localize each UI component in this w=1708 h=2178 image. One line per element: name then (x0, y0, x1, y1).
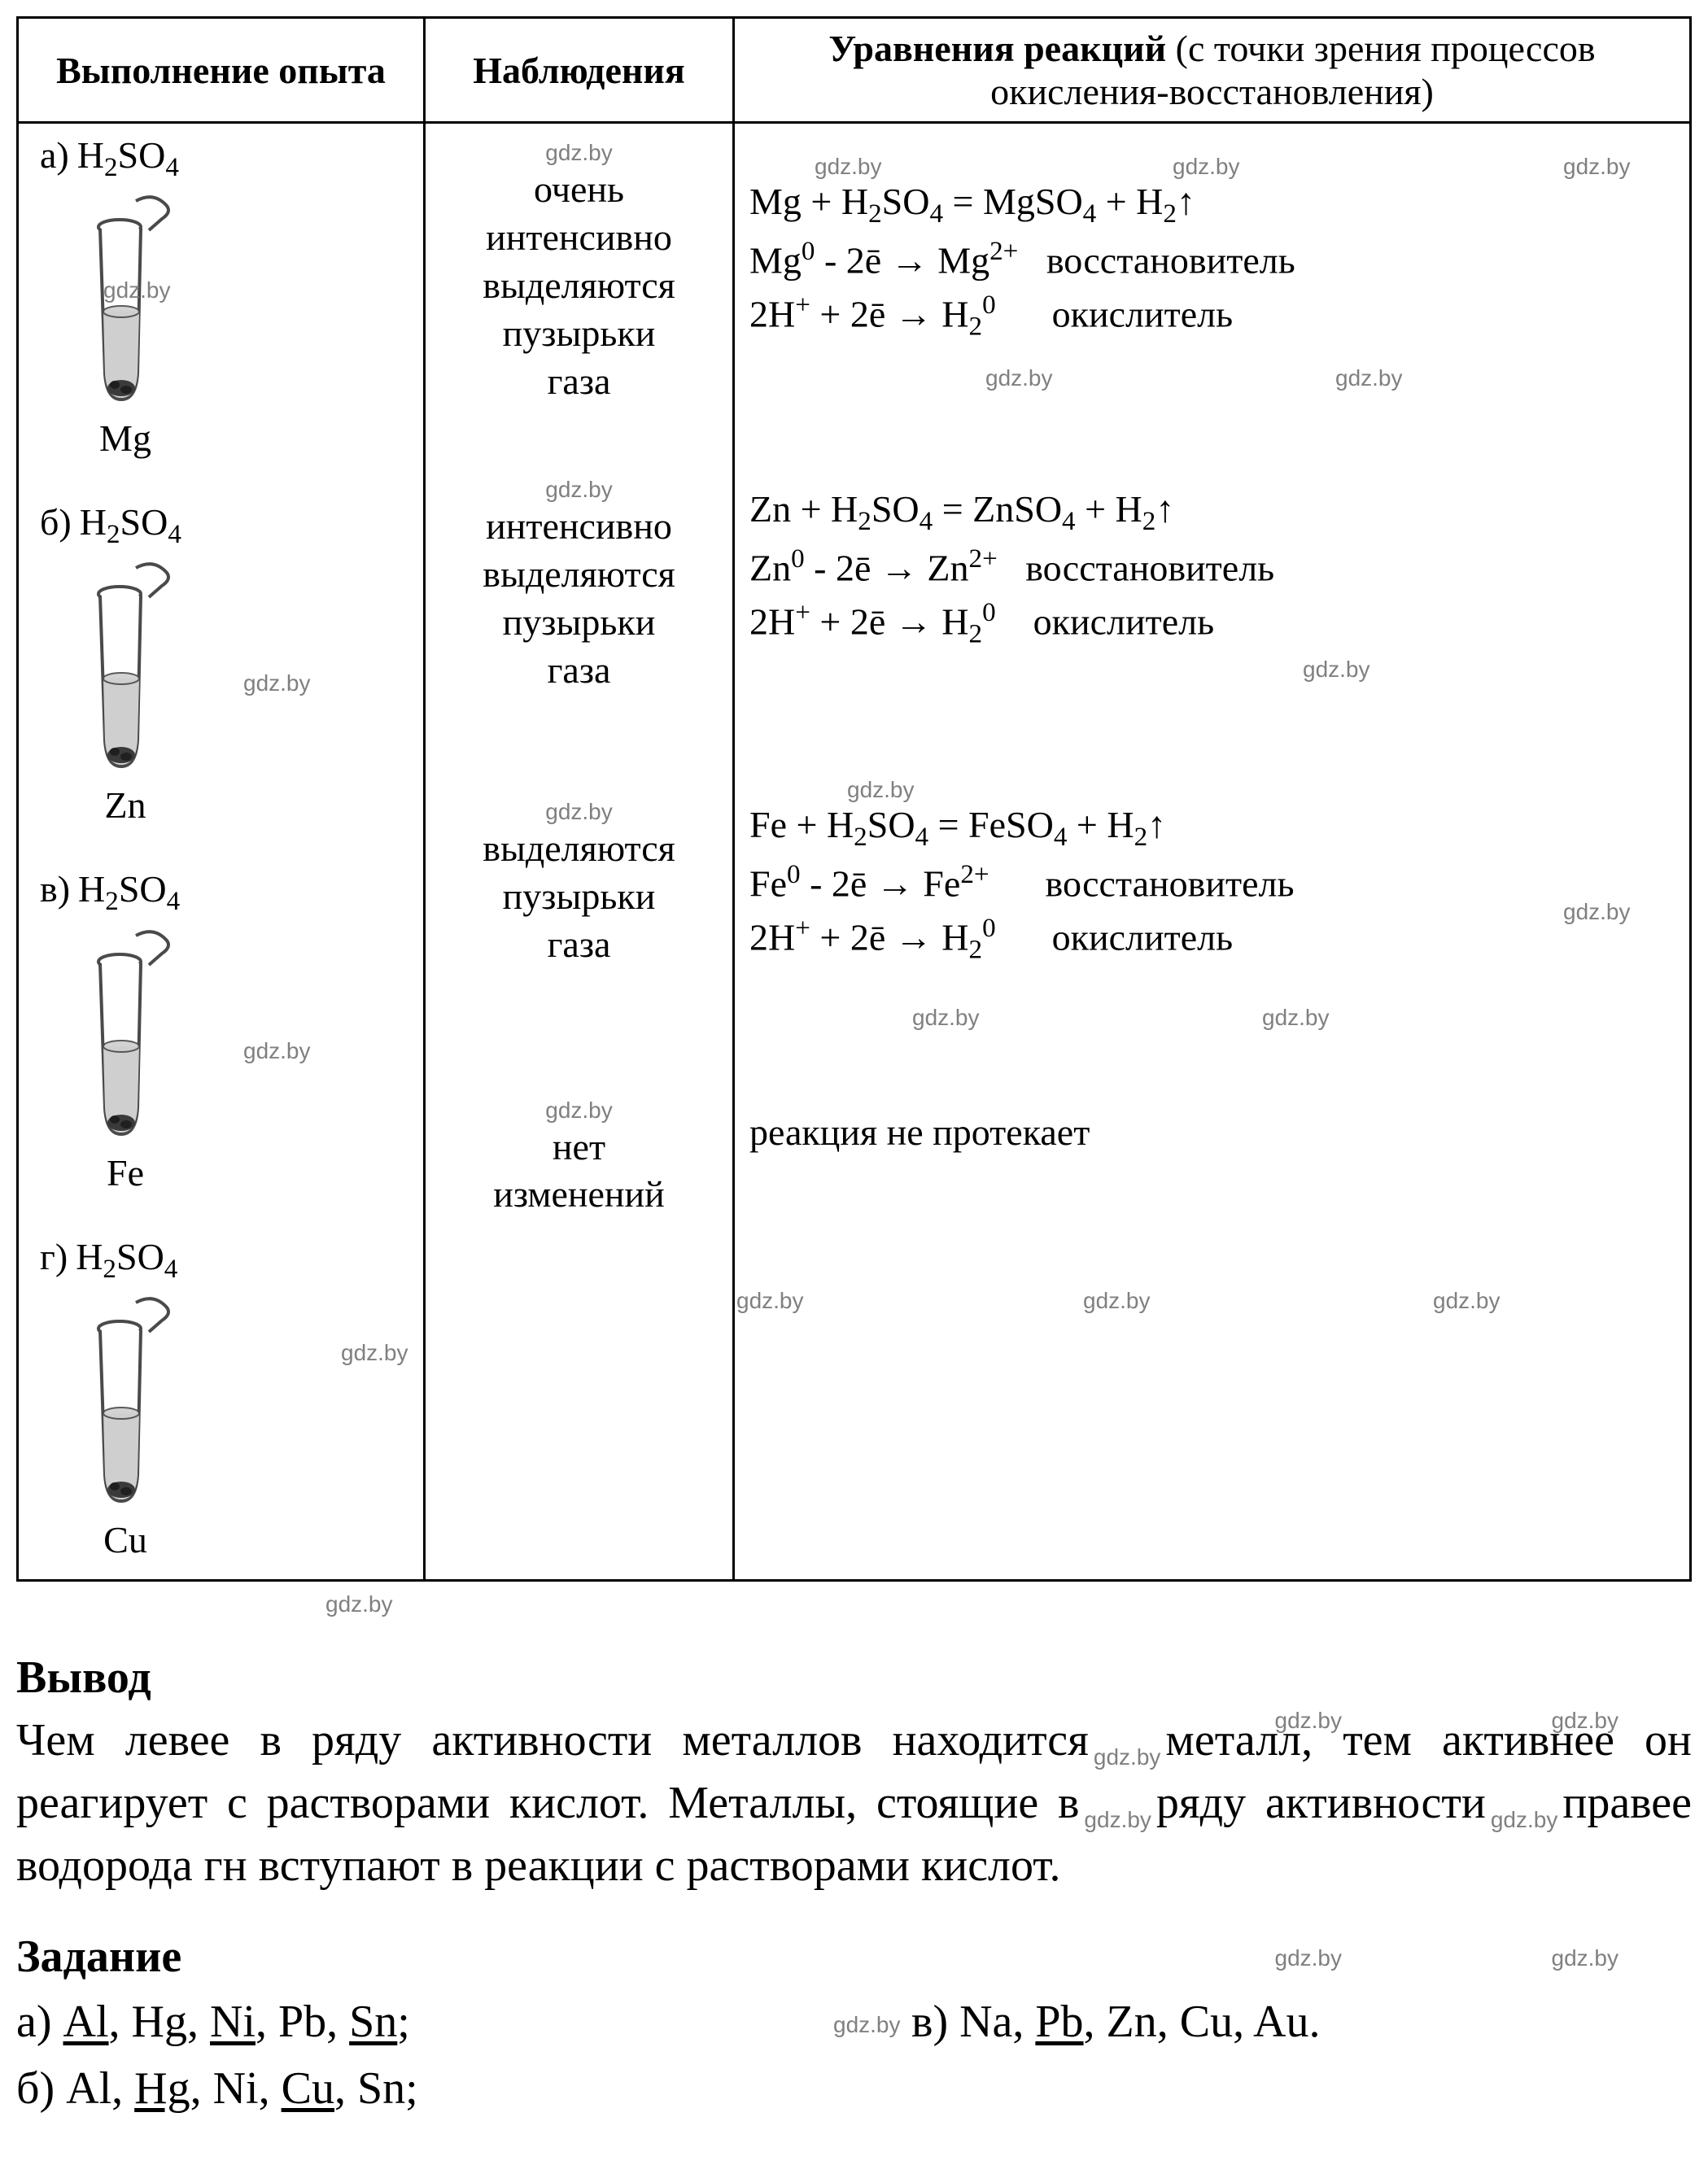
acid-formula: H2SO4 (80, 500, 181, 550)
watermark: gdz.by (325, 1591, 1692, 1617)
task-b: б) Al, Hg, Ni, Cu, Sn; (16, 2056, 749, 2122)
equation-line: 2H+ + 2ē → H20 окислитель (749, 286, 1675, 345)
conclusion-title: Вывод (16, 1652, 1692, 1704)
observation-text: интенсивновыделяютсяпузырькигаза (440, 503, 718, 695)
equation-item: gdz.bygdz.bygdz.bygdz.byFe + H2SO4 = FeS… (749, 799, 1675, 968)
task-section: gdz.by gdz.by Задание а) Al, Hg, Ni, Pb,… (16, 1931, 1692, 2121)
experiment-item: а) H2SO4 gdz.by Mg (33, 133, 408, 460)
equation-line: Mg + H2SO4 = MgSO4 + H2↑ (749, 176, 1675, 233)
table-header-row: Выполнение опыта Наблюдения Уравнения ре… (18, 18, 1691, 123)
metal-label: Fe (72, 1151, 178, 1194)
header-col3: Уравнения реакций (с точки зрения процес… (734, 18, 1691, 123)
equation-line: Fe + H2SO4 = FeSO4 + H2↑ (749, 799, 1675, 856)
task-v: gdz.by в) Na, Pb, Zn, Cu, Au. (911, 1989, 1320, 2055)
experiment-cell: а) H2SO4 gdz.by Mg б) H2SO4 (18, 123, 425, 1581)
experiment-item: г) H2SO4 gdz.by Cu (33, 1235, 408, 1561)
experiment-letter: в) (40, 867, 70, 910)
experiment-table: Выполнение опыта Наблюдения Уравнения ре… (16, 16, 1692, 1582)
observation-text: оченьинтенсивновыделяютсяпузырькигаза (440, 166, 718, 405)
table-body-row: а) H2SO4 gdz.by Mg б) H2SO4 (18, 123, 1691, 1581)
experiment-item: б) H2SO4 gdz.by Zn (33, 500, 408, 827)
task-title: Задание (16, 1931, 1692, 1983)
test-tube-icon (72, 1291, 178, 1511)
equation-line: реакция не протекает (749, 1106, 1675, 1158)
equation-line: Fe0 - 2ē → Fe2+ восстановитель (749, 856, 1675, 910)
observation-item: gdz.by интенсивновыделяютсяпузырькигаза (440, 503, 718, 695)
observation-item: gdz.by выделяютсяпузырькигаза (440, 825, 718, 969)
equation-item: gdz.byZn + H2SO4 = ZnSO4 + H2↑Zn0 - 2ē →… (749, 483, 1675, 653)
experiment-letter: г) (40, 1235, 68, 1278)
equation-line: 2H+ + 2ē → H20 окислитель (749, 910, 1675, 968)
test-tube-icon (72, 924, 178, 1144)
observation-cell: gdz.by оченьинтенсивновыделяютсяпузырьки… (425, 123, 734, 1581)
observation-item: gdz.by нетизменений (440, 1124, 718, 1220)
task-body: а) Al, Hg, Ni, Pb, Sn; б) Al, Hg, Ni, Cu… (16, 1989, 1692, 2121)
header-col2: Наблюдения (425, 18, 734, 123)
conclusion-text: Чем левее в ряду активности металлов нах… (16, 1710, 1692, 1897)
equation-item: gdz.bygdz.bygdz.bygdz.bygdz.byMg + H2SO4… (749, 176, 1675, 345)
experiment-letter: а) (40, 133, 69, 177)
metal-label: Mg (72, 417, 178, 460)
test-tube-icon (72, 190, 178, 409)
equation-line: Mg0 - 2ē → Mg2+ восстановитель (749, 233, 1675, 286)
experiment-letter: б) (40, 500, 72, 543)
acid-formula: H2SO4 (76, 1235, 177, 1285)
acid-formula: H2SO4 (77, 133, 179, 183)
test-tube-icon (72, 557, 178, 776)
equation-line: Zn0 - 2ē → Zn2+ восстановитель (749, 540, 1675, 594)
task-a: а) Al, Hg, Ni, Pb, Sn; (16, 1989, 749, 2055)
metal-label: Cu (72, 1518, 178, 1561)
equation-line: Zn + H2SO4 = ZnSO4 + H2↑ (749, 483, 1675, 540)
metal-label: Zn (72, 783, 178, 827)
equation-line: 2H+ + 2ē → H20 окислитель (749, 594, 1675, 653)
equation-cell: gdz.bygdz.bygdz.bygdz.bygdz.byMg + H2SO4… (734, 123, 1691, 1581)
observation-item: gdz.by оченьинтенсивновыделяютсяпузырьки… (440, 166, 718, 405)
observation-text: выделяютсяпузырькигаза (440, 825, 718, 969)
header-col1: Выполнение опыта (18, 18, 425, 123)
observation-text: нетизменений (440, 1124, 718, 1220)
acid-formula: H2SO4 (78, 867, 180, 917)
conclusion-section: Вывод Чем левее в ряду активности металл… (16, 1652, 1692, 1897)
experiment-item: в) H2SO4 gdz.by Fe (33, 867, 408, 1194)
equation-item: gdz.bygdz.bygdz.byреакция не протекает (749, 1106, 1675, 1158)
